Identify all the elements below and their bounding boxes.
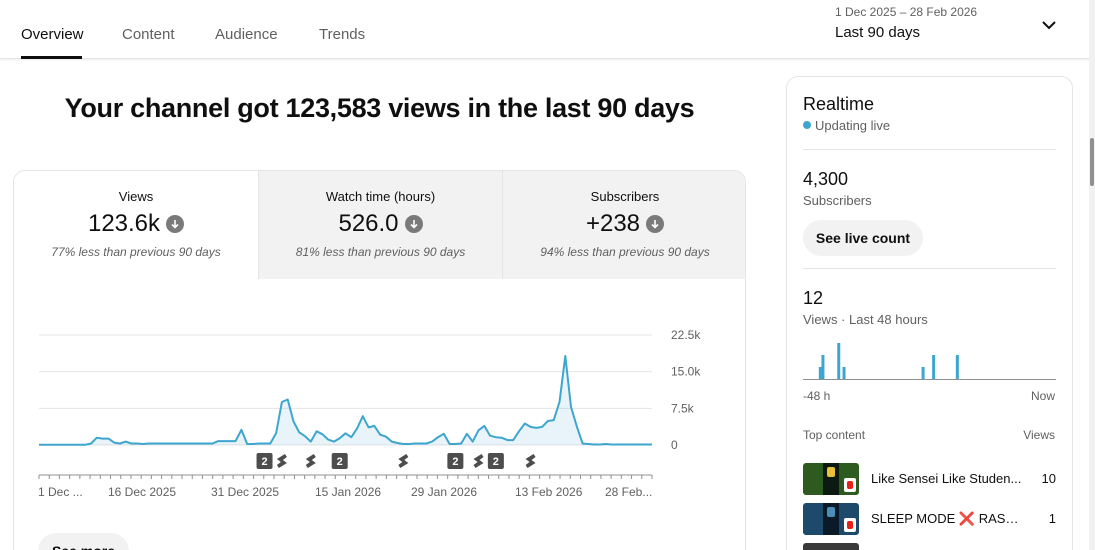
metric-value: 526.0 [338,210,399,237]
shorts-marker-icon [473,454,484,468]
date-range[interactable]: 1 Dec 2025 – 28 Feb 2026 [835,5,978,19]
divider [803,268,1056,269]
mini-chart-start-label: -48 h [803,389,831,403]
mini-bar [837,343,841,379]
metric-comparison: 81% less than previous 90 days [295,245,466,259]
metric-value: 123.6k [87,210,161,237]
active-tab-indicator [21,56,82,59]
video-thumbnail [803,503,859,535]
y-tick-label: 0 [671,438,678,452]
tab-audience[interactable]: Audience [215,26,278,43]
top-content-header: Top content [803,428,866,442]
mini-bar [821,355,825,379]
mini-bar [955,355,959,379]
shorts-icon [844,518,856,532]
video-thumbnail [803,463,859,495]
mini-chart-end-label: Now [1030,389,1055,403]
video-views: 10 [1041,471,1056,486]
subscriber-label: Subscribers [803,193,872,208]
page-title: Your channel got 123,583 views in the la… [64,93,695,123]
live-status: Updating live [815,118,891,133]
publish-count-marker [256,453,273,469]
metric-watch-time[interactable]: Watch time (hours) 526.0 81% less than p… [258,171,502,279]
mini-bar [932,355,936,379]
video-title: SLEEP MODE ❌ RASEN... [871,511,1026,526]
publish-count-label: 2 [261,456,267,468]
metric-value: +238 [585,210,641,237]
y-tick-label: 15.0k [671,365,701,379]
date-period[interactable]: Last 90 days [835,24,921,41]
video-views: 1 [1048,511,1056,526]
top-content-item[interactable]: SLEEP MODE ❌ RASEN... 1 [803,503,1056,535]
y-tick-label: 22.5k [671,328,701,342]
video-thumbnail [803,543,859,550]
x-tick-label: 31 Dec 2025 [211,485,279,499]
arrow-down-icon [646,215,665,233]
subscriber-count: 4,300 [803,169,849,189]
realtime-views-chart[interactable] [803,339,1056,381]
x-tick-label: 1 Dec ... [38,485,83,499]
publish-count-label: 2 [452,456,458,468]
realtime-views-count: 12 [803,288,824,308]
x-tick-label: 29 Jan 2026 [411,485,477,499]
live-dot-icon [803,121,811,129]
views-chart[interactable]: 22.5k 15.0k 7.5k 0 1 Dec ... 16 Dec 2025 31 De… [14,171,746,550]
realtime-views-label: Views · Last 48 hours [803,312,928,327]
metric-label: Views [118,189,154,204]
arrow-down-icon [166,215,185,233]
x-tick-label: 28 Feb... [605,485,652,499]
publish-count-label: 2 [337,456,343,468]
mini-bar [842,367,846,379]
metric-views[interactable]: Views 123.6k 77% less than previous 90 d… [14,171,258,279]
mini-bar [921,367,925,379]
tab-content[interactable]: Content [122,26,175,43]
publish-count-marker [447,453,464,469]
top-content-item[interactable]: Like Sensei Like Studen... 10 [803,463,1056,495]
mini-bar [818,367,822,379]
shorts-marker-icon [525,454,536,468]
tab-overview[interactable]: Overview [21,26,84,43]
top-bar: Overview Content Audience Trends 1 Dec 2… [0,0,1095,59]
shorts-marker-icon [305,454,316,468]
divider [803,149,1056,150]
publish-count-marker [487,453,504,469]
realtime-title: Realtime [803,94,875,114]
publish-count-label: 2 [493,456,499,468]
x-tick-label: 13 Feb 2026 [515,485,583,499]
tab-trends[interactable]: Trends [319,26,366,43]
arrow-down-icon [404,215,423,233]
video-title: Like Sensei Like Studen... [871,471,1022,486]
shorts-marker-icon [398,454,409,468]
series-line [39,355,652,446]
metric-comparison: 94% less than previous 90 days [540,245,710,259]
see-live-count-button[interactable]: See live count [803,220,923,256]
x-tick-label: 16 Dec 2025 [108,485,176,499]
chevron-down-icon[interactable] [1040,16,1058,34]
scrollbar-thumb[interactable] [1090,138,1094,186]
metric-subscribers[interactable]: Subscribers +238 94% less than previous … [502,171,745,279]
metric-label: Subscribers [590,189,660,204]
y-tick-label: 7.5k [671,401,695,415]
shorts-marker-icon [276,454,287,468]
top-content-item[interactable] [803,543,1056,550]
realtime-panel: Realtime Updating live 4,300 Subscribers… [786,76,1073,550]
x-tick-label: 15 Jan 2026 [315,485,381,499]
top-content-views-header: Views [1023,428,1055,442]
shorts-icon [844,478,856,492]
metric-label: Watch time (hours) [325,189,436,204]
see-more-button[interactable]: See more [38,533,129,550]
metric-comparison: 77% less than previous 90 days [51,245,221,259]
scrollbar-track[interactable] [1089,0,1095,550]
publish-count-marker [331,453,348,469]
metrics-card: Views 123.6k 77% less than previous 90 d… [13,170,746,550]
